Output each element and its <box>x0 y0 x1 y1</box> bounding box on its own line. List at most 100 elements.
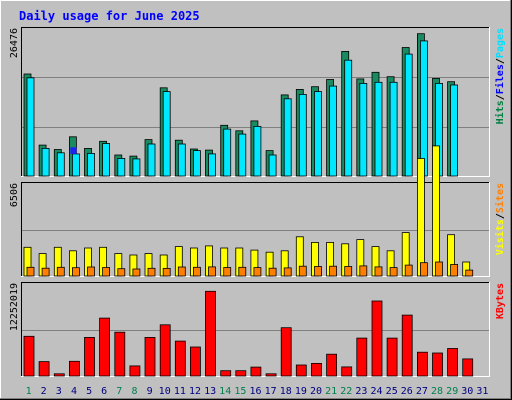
x-tick-label-9: 9 <box>147 386 153 397</box>
bar-sites-day-6 <box>102 267 110 277</box>
bar-pages-day-26 <box>404 53 413 177</box>
bar-sites-day-28 <box>435 261 443 277</box>
x-tick-label-30: 30 <box>461 386 473 397</box>
chart-title: Daily usage for June 2025 <box>19 9 200 23</box>
bar-sites-day-4 <box>72 267 80 277</box>
bar-kbytes-day-18 <box>280 327 292 377</box>
bar-sites-day-25 <box>389 267 398 277</box>
bar-sites-day-10 <box>162 267 171 277</box>
bar-kbytes-day-22 <box>341 366 353 377</box>
x-tick-label-6: 6 <box>101 386 107 397</box>
x-tick-label-16: 16 <box>249 386 261 397</box>
bar-kbytes-day-19 <box>295 364 307 377</box>
x-tick-label-26: 26 <box>401 386 413 397</box>
bar-kbytes-day-12 <box>189 346 201 377</box>
bar-kbytes-day-6 <box>99 317 110 377</box>
x-tick-label-5: 5 <box>86 386 92 397</box>
bar-pages-day-25 <box>389 81 398 177</box>
panel-hits_files_pages: 26476 Hits/Files/Pages <box>9 27 506 177</box>
bar-kbytes-day-24 <box>371 300 383 377</box>
x-tick-label-14: 14 <box>219 386 231 397</box>
bar-kbytes-day-23 <box>356 337 368 377</box>
bar-pages-day-6 <box>102 143 110 177</box>
y-max-label: 26476 <box>9 28 20 58</box>
bar-pages-day-11 <box>177 143 186 177</box>
bar-sites-day-29 <box>450 264 459 277</box>
bar-sites-day-9 <box>147 267 156 277</box>
x-tick-label-20: 20 <box>310 386 322 397</box>
bar-pages-day-21 <box>329 85 338 177</box>
bar-kbytes-day-26 <box>401 314 413 377</box>
bar-pages-day-13 <box>208 153 216 177</box>
x-tick-label-19: 19 <box>295 386 307 397</box>
bar-sites-day-30 <box>465 269 474 277</box>
bar-pages-day-4 <box>72 153 80 177</box>
chart-panels: 26476Hits/Files/Pages6506Visits/Sites122… <box>9 27 506 377</box>
bar-sites-day-12 <box>192 266 201 277</box>
x-tick-label-24: 24 <box>370 386 382 397</box>
bar-kbytes-day-11 <box>174 340 186 377</box>
x-tick-label-7: 7 <box>116 386 122 397</box>
bar-kbytes-day-13 <box>205 290 216 377</box>
x-tick-label-4: 4 <box>71 386 77 397</box>
bar-visits-day-27 <box>416 158 425 277</box>
x-tick-label-8: 8 <box>131 386 137 397</box>
bar-kbytes-day-3 <box>53 373 65 377</box>
bar-kbytes-day-9 <box>144 336 156 377</box>
bar-sites-day-18 <box>283 267 292 277</box>
x-axis-labels: 1 2 3 4 5 6 7 8 9 10 11 12 13 14 15 16 17 18 19 20 21 22 23 24 2… <box>26 386 489 397</box>
bar-sites-day-19 <box>298 265 307 277</box>
bar-kbytes-day-1 <box>23 335 35 377</box>
bar-kbytes-day-29 <box>447 348 459 377</box>
bar-pages-day-19 <box>298 94 307 177</box>
bar-sites-day-15 <box>238 266 247 277</box>
bar-sites-day-16 <box>253 267 262 277</box>
bar-sites-day-23 <box>359 265 368 277</box>
legend-separator: / <box>495 58 506 64</box>
bar-pages-day-24 <box>374 81 383 177</box>
x-tick-label-18: 18 <box>280 386 292 397</box>
x-tick-label-23: 23 <box>355 386 367 397</box>
bar-sites-day-13 <box>208 266 216 277</box>
legend-hits_files_pages: Hits/Files/Pages <box>494 28 506 124</box>
bar-kbytes-day-17 <box>265 373 277 377</box>
x-tick-label-31: 31 <box>476 386 488 397</box>
legend-entry: Pages <box>495 28 506 58</box>
bar-kbytes-day-7 <box>114 331 126 377</box>
x-tick-label-25: 25 <box>386 386 398 397</box>
bar-kbytes-day-21 <box>326 353 338 377</box>
bar-kbytes-day-8 <box>129 365 141 377</box>
bar-pages-day-17 <box>268 154 277 177</box>
bar-sites-day-5 <box>87 266 95 277</box>
bar-pages-day-7 <box>117 157 126 177</box>
legend-visits_sites: Visits/Sites <box>494 183 506 255</box>
bar-pages-day-5 <box>87 152 95 177</box>
x-tick-label-21: 21 <box>325 386 337 397</box>
bar-pages-day-27 <box>419 40 428 177</box>
bar-sites-day-24 <box>374 266 383 277</box>
bar-sites-day-1 <box>26 266 35 277</box>
bar-pages-day-22 <box>344 59 353 177</box>
bar-kbytes-day-27 <box>416 351 428 377</box>
x-tick-label-12: 12 <box>189 386 201 397</box>
bar-kbytes-day-4 <box>69 360 80 377</box>
bar-sites-day-22 <box>344 266 353 277</box>
x-tick-label-27: 27 <box>416 386 428 397</box>
bar-kbytes-day-25 <box>386 337 398 377</box>
bar-sites-day-11 <box>177 266 186 277</box>
legend-separator: / <box>495 94 506 100</box>
legend-entry: KBytes <box>495 283 506 319</box>
bar-kbytes-day-15 <box>235 370 247 377</box>
bar-pages-day-14 <box>223 128 232 177</box>
bar-pages-day-9 <box>147 143 156 177</box>
bar-sites-day-17 <box>268 267 277 277</box>
x-tick-label-22: 22 <box>340 386 352 397</box>
bar-pages-day-2 <box>41 147 50 177</box>
bar-sites-day-27 <box>419 262 428 277</box>
bar-pages-day-1 <box>26 77 35 177</box>
bar-pages-day-3 <box>56 152 65 177</box>
x-tick-label-13: 13 <box>204 386 216 397</box>
x-tick-label-28: 28 <box>431 386 443 397</box>
x-tick-label-10: 10 <box>159 386 171 397</box>
